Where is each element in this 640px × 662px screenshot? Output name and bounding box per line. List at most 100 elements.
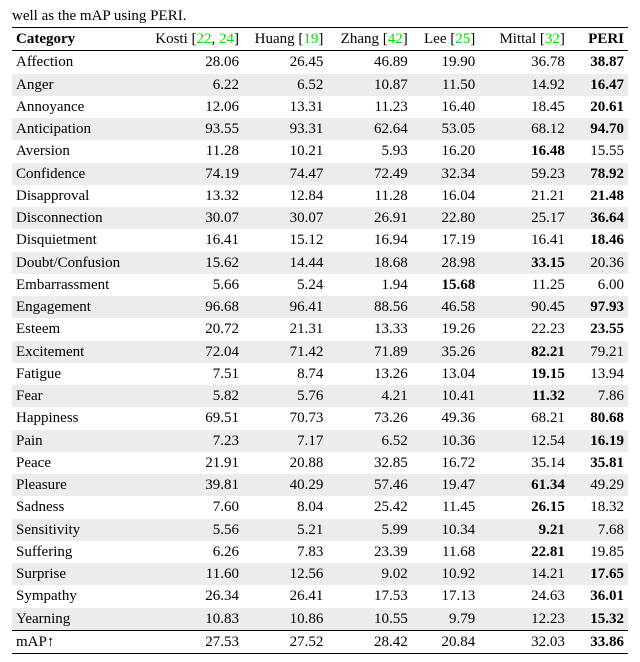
cell-value: 6.26 (141, 541, 243, 563)
cell-value: 49.29 (569, 474, 628, 496)
cell-value: 35.81 (569, 452, 628, 474)
cell-value: 33.86 (569, 630, 628, 653)
table-row: Pleasure39.8140.2957.4619.4761.3449.29 (12, 474, 628, 496)
cell-value: 6.52 (243, 74, 327, 96)
cell-value: 13.31 (243, 96, 327, 118)
row-category: Excitement (12, 341, 141, 363)
cell-value: 9.79 (412, 608, 480, 631)
cell-value: 30.07 (141, 207, 243, 229)
cell-value: 10.55 (327, 608, 411, 631)
cell-value: 7.17 (243, 430, 327, 452)
cell-value: 14.92 (479, 74, 569, 96)
cell-value: 97.93 (569, 296, 628, 318)
table-row: Doubt/Confusion15.6214.4418.6828.9833.15… (12, 252, 628, 274)
cell-value: 7.51 (141, 363, 243, 385)
table-body: Affection28.0626.4546.8919.9036.7838.87A… (12, 51, 628, 654)
row-category: Fatigue (12, 363, 141, 385)
row-category: Aversion (12, 140, 141, 162)
table-row: Happiness69.5170.7373.2649.3668.2180.68 (12, 407, 628, 429)
cell-value: 20.72 (141, 318, 243, 340)
cell-value: 35.26 (412, 341, 480, 363)
col-method: Zhang [42] (327, 28, 411, 51)
table-row: Fatigue7.518.7413.2613.0419.1513.94 (12, 363, 628, 385)
table-row: Disconnection30.0730.0726.9122.8025.1736… (12, 207, 628, 229)
cell-value: 8.74 (243, 363, 327, 385)
table-row: Engagement96.6896.4188.5646.5890.4597.93 (12, 296, 628, 318)
cell-value: 21.21 (479, 185, 569, 207)
cell-value: 71.89 (327, 341, 411, 363)
cell-value: 6.00 (569, 274, 628, 296)
table-row: Excitement72.0471.4271.8935.2682.2179.21 (12, 341, 628, 363)
cell-value: 23.39 (327, 541, 411, 563)
cell-value: 10.34 (412, 519, 480, 541)
row-category: Pain (12, 430, 141, 452)
cell-value: 57.46 (327, 474, 411, 496)
row-category: Sensitivity (12, 519, 141, 541)
cell-value: 12.84 (243, 185, 327, 207)
cell-value: 15.32 (569, 608, 628, 631)
cell-value: 28.42 (327, 630, 411, 653)
cell-value: 61.34 (479, 474, 569, 496)
cell-value: 80.68 (569, 407, 628, 429)
row-category: Yearning (12, 608, 141, 631)
cell-value: 21.31 (243, 318, 327, 340)
cell-value: 94.70 (569, 118, 628, 140)
cell-value: 17.13 (412, 585, 480, 607)
row-category: Surprise (12, 563, 141, 585)
cell-value: 13.26 (327, 363, 411, 385)
cell-value: 72.04 (141, 341, 243, 363)
cell-value: 11.23 (327, 96, 411, 118)
col-method: Huang [19] (243, 28, 327, 51)
cell-value: 11.50 (412, 74, 480, 96)
row-category: Esteem (12, 318, 141, 340)
cell-value: 24.63 (479, 585, 569, 607)
cell-value: 62.64 (327, 118, 411, 140)
table-row: Peace21.9120.8832.8516.7235.1435.81 (12, 452, 628, 474)
table-row: Suffering6.267.8323.3911.6822.8119.85 (12, 541, 628, 563)
cell-value: 16.47 (569, 74, 628, 96)
cell-value: 12.54 (479, 430, 569, 452)
cell-value: 20.88 (243, 452, 327, 474)
cell-value: 23.55 (569, 318, 628, 340)
table-row: Sensitivity5.565.215.9910.349.217.68 (12, 519, 628, 541)
cell-value: 35.14 (479, 452, 569, 474)
cell-value: 7.86 (569, 385, 628, 407)
cell-value: 9.21 (479, 519, 569, 541)
table-row: Sympathy26.3426.4117.5317.1324.6336.01 (12, 585, 628, 607)
cell-value: 19.15 (479, 363, 569, 385)
cell-value: 71.42 (243, 341, 327, 363)
cell-value: 82.21 (479, 341, 569, 363)
cell-value: 20.61 (569, 96, 628, 118)
cell-value: 15.12 (243, 229, 327, 251)
table-row: Confidence74.1974.4772.4932.3459.2378.92 (12, 163, 628, 185)
cell-value: 90.45 (479, 296, 569, 318)
table-row: Sadness7.608.0425.4211.4526.1518.32 (12, 496, 628, 518)
row-category: Anger (12, 74, 141, 96)
cell-value: 9.02 (327, 563, 411, 585)
cell-value: 20.36 (569, 252, 628, 274)
cell-value: 26.41 (243, 585, 327, 607)
table-row: Aversion11.2810.215.9316.2016.4815.55 (12, 140, 628, 162)
cell-value: 36.01 (569, 585, 628, 607)
cell-value: 30.07 (243, 207, 327, 229)
table-row: Anticipation93.5593.3162.6453.0568.1294.… (12, 118, 628, 140)
cell-value: 14.21 (479, 563, 569, 585)
cell-value: 36.64 (569, 207, 628, 229)
row-category: Suffering (12, 541, 141, 563)
table-row: Disquietment16.4115.1216.9417.1916.4118.… (12, 229, 628, 251)
table-row: Anger6.226.5210.8711.5014.9216.47 (12, 74, 628, 96)
cell-value: 6.22 (141, 74, 243, 96)
cell-value: 21.91 (141, 452, 243, 474)
cell-value: 26.34 (141, 585, 243, 607)
cell-value: 16.20 (412, 140, 480, 162)
cell-value: 11.25 (479, 274, 569, 296)
table-row: Affection28.0626.4546.8919.9036.7838.87 (12, 51, 628, 74)
cell-value: 10.36 (412, 430, 480, 452)
cell-value: 18.68 (327, 252, 411, 274)
cell-value: 12.06 (141, 96, 243, 118)
cell-value: 7.68 (569, 519, 628, 541)
cell-value: 22.81 (479, 541, 569, 563)
cell-value: 15.62 (141, 252, 243, 274)
cell-value: 27.53 (141, 630, 243, 653)
cell-value: 27.52 (243, 630, 327, 653)
